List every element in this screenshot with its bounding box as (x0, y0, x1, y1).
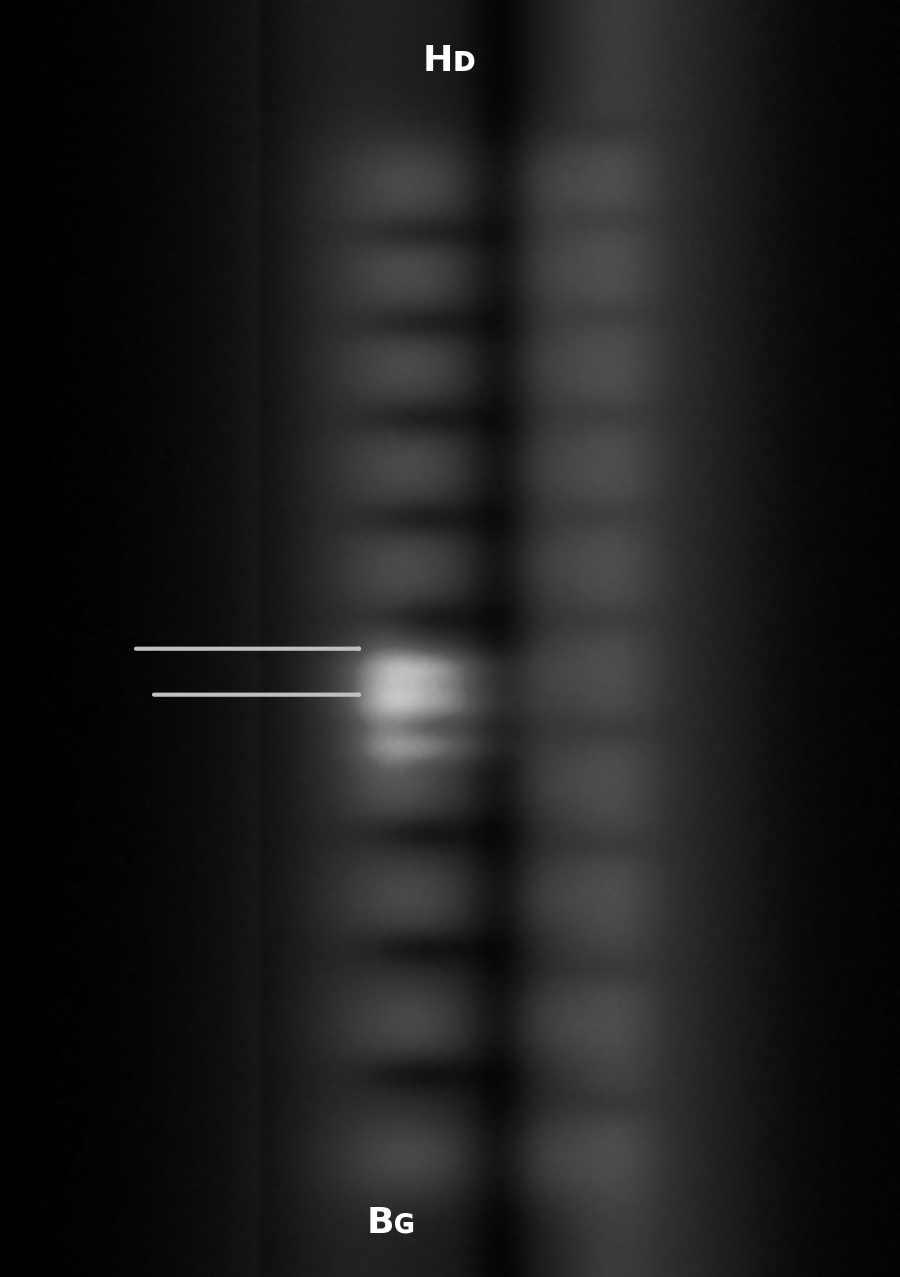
Text: Hᴅ: Hᴅ (423, 45, 477, 78)
Text: Bɢ: Bɢ (366, 1205, 417, 1239)
